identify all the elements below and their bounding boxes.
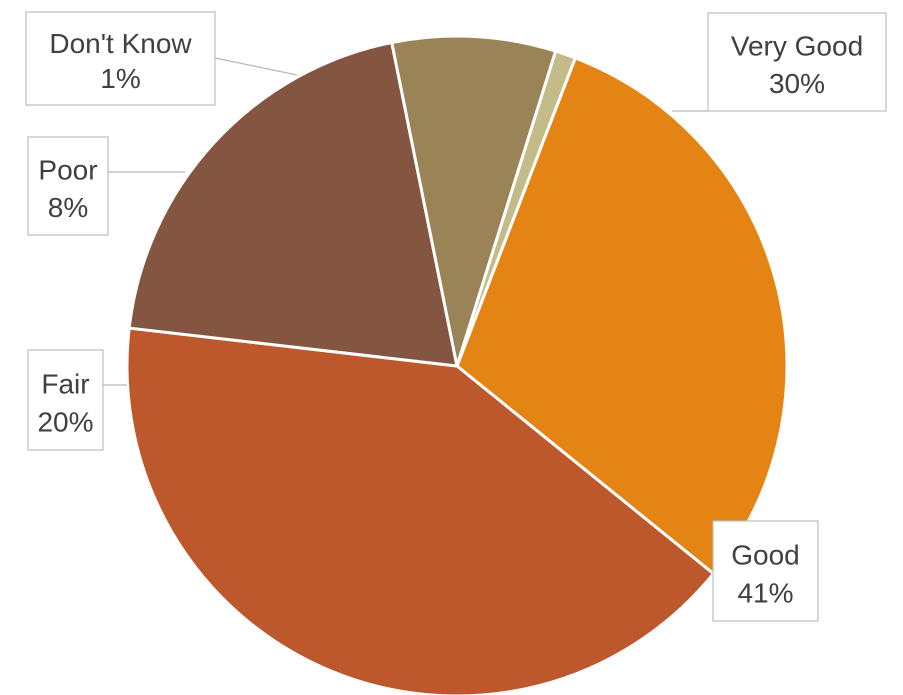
data-label-category-good: Good [731,539,800,570]
data-label-category-very-good: Very Good [731,31,863,62]
data-label-value-very-good: 30% [769,68,825,99]
pie-slice-very-good [455,56,789,576]
data-label-box-don-t-know [25,11,216,106]
pie-slice-good [125,326,715,695]
data-label-value-fair: 20% [37,406,93,437]
data-label-box-very-good [707,12,887,112]
pie-slice-poor [390,34,558,368]
pie-slices [125,34,789,695]
data-label-category-fair: Fair [41,368,89,399]
pie-slice-fair [127,41,459,368]
data-label-category-don-t-know: Don't Know [49,28,192,59]
data-label-box-fair [27,349,104,451]
data-label-value-don-t-know: 1% [100,63,140,94]
data-label-box-good [712,520,819,622]
data-label-box-poor [27,136,109,236]
pie-slice-don-t-know [455,49,577,368]
leader-line-don-t-know [214,57,298,76]
data-label-category-poor: Poor [38,155,97,186]
data-label-value-poor: 8% [48,192,88,223]
data-label-value-good: 41% [737,577,793,608]
data-labels: Very Good 30% Good 41% Fair 20% Poor 8% Don't Kn… [25,11,887,622]
